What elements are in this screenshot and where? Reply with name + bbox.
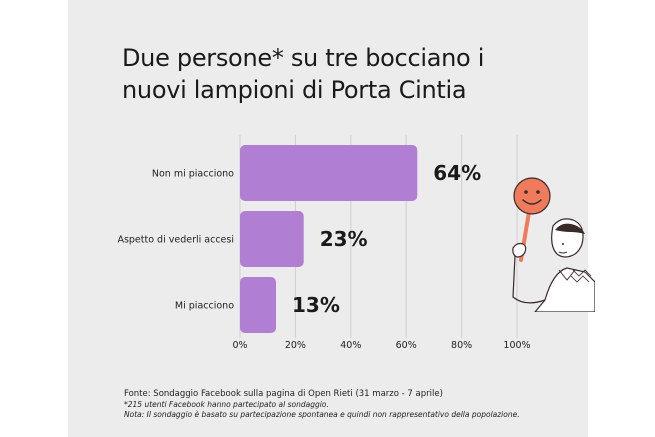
x-tick-label: 60% <box>396 340 417 351</box>
disclaimer-note: Nota: Il sondaggio è basato su partecipa… <box>124 410 520 419</box>
x-tick-label: 80% <box>451 340 472 351</box>
chart-card <box>68 0 588 437</box>
x-tick-label: 40% <box>340 340 361 351</box>
category-label: Mi piacciono <box>175 301 234 312</box>
value-labels: 64% 23% 13% <box>292 161 481 317</box>
bar <box>240 211 304 267</box>
x-tick-label: 20% <box>285 340 306 351</box>
x-tick-labels: 0% 20% 40% 60% 80% 100% <box>232 340 530 351</box>
value-label: 64% <box>433 161 481 185</box>
bar <box>240 145 418 201</box>
bars <box>240 145 418 333</box>
chart-footer: Fonte: Sondaggio Facebook sulla pagina d… <box>124 389 564 420</box>
bar <box>240 277 277 333</box>
person-holding-smiley-sign-icon <box>512 177 595 312</box>
chart-title: Due persone* su tre bocciano i nuovi lam… <box>122 44 485 104</box>
category-label: Non mi piacciono <box>152 169 234 180</box>
x-tick-label: 0% <box>232 340 247 351</box>
source-text: Fonte: Sondaggio Facebook sulla pagina d… <box>124 389 443 399</box>
value-label: 23% <box>320 227 368 251</box>
participants-note: *215 utenti Facebook hanno partecipato a… <box>124 400 329 409</box>
category-label: Aspetto di vederli accesi <box>117 235 234 246</box>
category-labels: Non mi piacciono Aspetto di vederli acces… <box>117 169 234 312</box>
x-tick-label: 100% <box>503 340 530 351</box>
value-label: 13% <box>292 293 340 317</box>
